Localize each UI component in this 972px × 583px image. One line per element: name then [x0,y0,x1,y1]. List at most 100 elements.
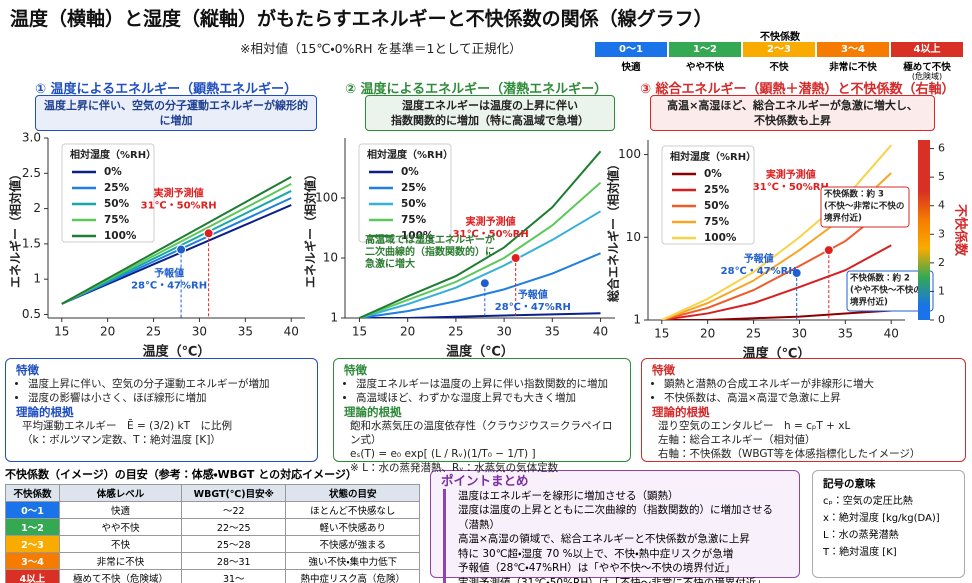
cell: 28～31 [181,552,287,570]
legend-label: 25% [704,184,730,196]
series-line [61,182,292,305]
feature-panel: 特徴顕熱と潜熱の合成エネルギーが非線形に増大不快係数は、高温×高湿で急激に上昇理… [641,358,966,462]
scale-cell: 4以上 [891,42,963,57]
summary-item: 高温×高湿の領域で、総合エネルギーと不快係数が急激に上昇 [443,532,789,547]
note-text: 急激に増大 [365,257,415,270]
y-tick-label: 100 [315,191,338,205]
basis-line: 湿り空気のエンタルピー h = cₚT + xL [658,420,851,432]
cell: 極めて不快（危険域） [58,569,183,583]
x-tick-label: 20 [100,325,115,339]
summary-item: 実測予測値（31℃・50%RH）は「不快～非常に不快の境界付近」 [443,575,789,583]
scale-note: (危険域) [911,72,943,81]
summary-item: 予報値（28℃・47%RH）は「やや不快～不快の境界付近」 [443,561,789,576]
series-line [61,175,292,305]
header-cell: 体感レベル [58,484,183,502]
color-bar [918,140,930,320]
cell: 2～3 [5,535,60,553]
basis-heading: 理論的根拠 [652,405,710,419]
cell: ～22 [181,501,287,519]
table-box: 不快係数（イメージ）の目安（参考：体感・WBGT との対応イメージ） 不快係数 体感… [5,466,420,583]
legend-label: 0% [704,168,722,180]
cell: 不快感が強まる [285,535,420,553]
page-subtitle: ※相対値（15℃・0%RH を基準＝1として正規化） [240,41,522,56]
y2-axis-label: 不快係数 [953,204,969,257]
point [791,268,802,278]
basis-line: （k：ボルツマン定数、T：絶対温度 [K]） [22,434,221,446]
point-label: 28℃・47%RH [131,281,207,292]
row: 1～2 やや不快 22～25 軽い不快感あり [5,518,420,536]
cell: 3～4 [5,552,60,570]
point-label: 31℃・50%RH [753,182,829,193]
symbols-title: 記号の意味 [823,478,876,490]
chart-title: ① 温度によるエネルギー（顕熱エネルギー） [35,82,298,97]
scale-cell: 3～4 [817,42,889,57]
scale-cell: 0～1 [595,42,667,57]
subtitle-line: 指数関数的に増加（特に高温域で急増） [391,114,589,127]
basis-line: 飽和水蒸気圧の温度依存性（クラウジウス＝クラペイロン式） [350,420,613,446]
series-line [661,244,892,320]
legend-label: 50% [104,198,130,210]
chart-subtitle: 温度上昇に伴い、空気の分子運動エネルギーが線形的に増加 [35,95,317,131]
symbol-item: T：絶対温度 [K] [823,547,897,558]
chart-subtitle: 高温×高湿ほど、総合エネルギーが急激に増大し、 不快係数も上昇 [650,95,935,131]
note-text: 不快係数：約 3 [824,189,884,200]
legend-title: 相対湿度（%RH） [367,148,453,161]
note-text: 境界付近) [824,213,862,224]
feature-bullet: 顕熱と潜熱の合成エネルギーが非線形に増大 [664,377,955,391]
point-label: 28℃・47%RH [721,266,797,277]
y-tick-label: 10 [626,230,641,244]
x-axis-label: 温度（℃） [446,344,514,360]
point [176,244,187,255]
summary-item: 温度はエネルギーを線形に増加させる（顕熱） [443,488,789,503]
scale-title: 不快係数 [760,32,800,43]
feature-bullet: 湿度エネルギーは温度の上昇に伴い指数関数的に増加 [356,377,620,391]
basis-line: 平均運動エネルギー Ē = (3/2) kT に比例 [22,420,233,432]
series-line [661,203,892,320]
x-tick-label: 20 [700,327,715,341]
y-tick-label: 1 [33,272,41,286]
scale-label: やや不快 [685,62,724,73]
feature-bullet: 不快係数は、高温×高湿で急激に上昇 [664,391,955,405]
legend-label: 0% [401,166,419,178]
feature-bullet: 高温域ほど、わずかな湿度上昇でも大きく増加 [356,391,620,405]
legend-box [661,145,755,245]
series-line [61,190,292,305]
x-tick-label: 25 [746,327,761,341]
series-line [359,252,601,318]
series-line [61,204,292,305]
header-cell: WBGT(℃)目安※ [181,484,287,502]
y2-tick-label: 4 [938,199,945,212]
x-tick-label: 15 [352,325,367,339]
chart-subtitle: 湿度エネルギーは温度の上昇に伴い 指数関数的に増加（特に高温域で急増） [365,95,615,131]
feature-heading: 特徴 [16,363,39,377]
x-tick-label: 30 [192,325,207,339]
point-label: 実測予測値 [766,168,816,181]
y-tick-label: 0.5 [22,307,41,321]
y2-tick-label: 2 [938,256,945,269]
y-tick-label: 1 [633,313,641,327]
legend-label: 0% [104,166,122,178]
point-label: 予報値 [154,267,184,280]
feature-panel: 特徴温度上昇に伴い、空気の分子運動エネルギーが増加湿度の影響は小さく、ほぼ線形に… [5,358,318,462]
cell: 快適 [58,501,183,519]
row: 2～3 不快 25～28 不快感が強まる [5,535,420,553]
feature-bullet: 温度上昇に伴い、空気の分子運動エネルギーが増加 [28,377,307,391]
point [823,245,834,256]
legend-label: 100% [704,232,737,244]
x-tick-label: 15 [654,327,669,341]
y-tick-label: 100 [618,147,641,161]
scale-cell: 1～2 [669,42,741,57]
feature-heading: 特徴 [652,363,675,377]
x-tick-label: 25 [146,325,161,339]
point-label: 31℃・50%RH [141,200,217,211]
cell: 22～25 [181,518,287,536]
cell: 非常に不快 [58,552,183,570]
cell: 熱中症リスク高（危険） [285,569,420,583]
page-title: 温度（横軸）と湿度（縦軸）がもたらすエネルギーと不快係数の関係（線グラフ） [10,8,713,30]
note-text: 不快係数：約 2 [850,273,910,284]
row: 0～1 快適 ～22 ほとんど不快感なし [5,501,420,519]
point [510,253,521,263]
scale-label: 不快 [769,62,789,73]
basis-line: 左軸：総合エネルギー（相対値） [658,434,816,446]
